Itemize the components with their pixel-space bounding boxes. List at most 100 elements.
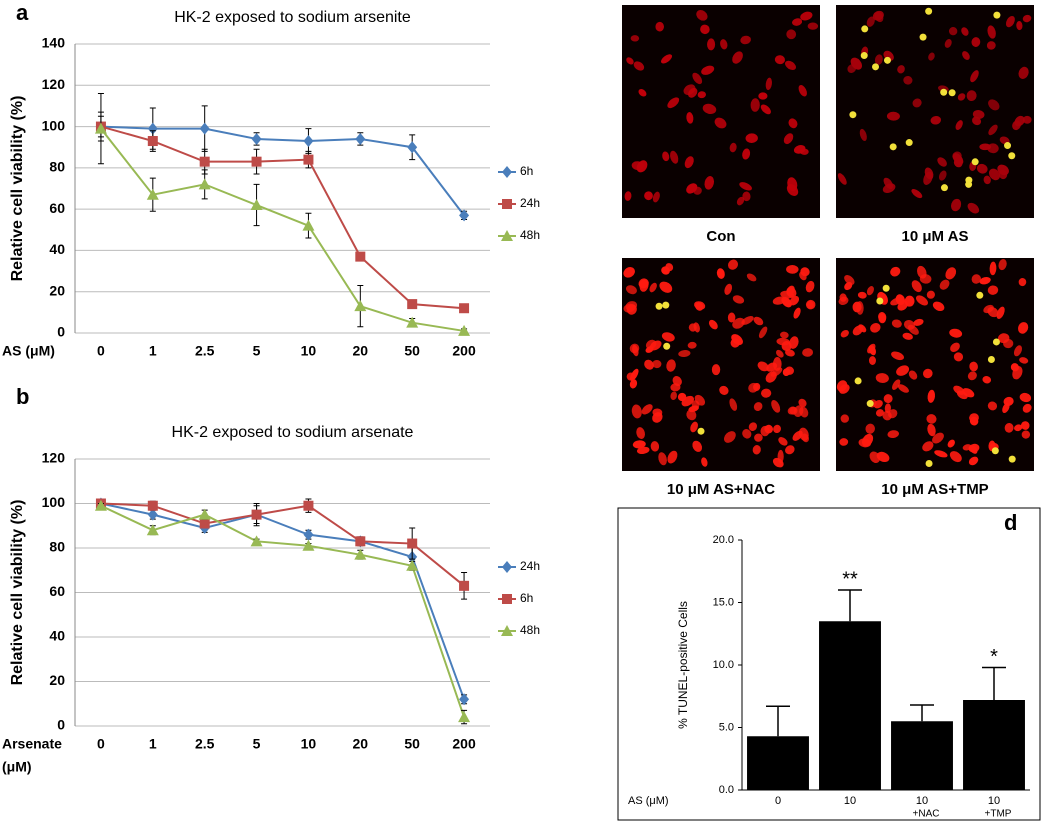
cell [661,54,673,64]
marker [355,536,366,547]
cell [770,367,783,377]
cell [732,317,745,329]
cell [903,319,915,330]
apoptotic-cell [940,184,948,192]
error-bar [910,704,934,722]
cell [888,409,898,419]
cell [644,359,654,370]
cell [1022,403,1032,413]
error-bar [838,589,862,622]
cell [650,441,660,452]
cell [692,440,703,452]
y-tick-label: 0.0 [719,784,734,796]
cell [694,301,706,310]
cell [774,55,786,65]
cell [729,142,737,153]
cell [970,70,979,83]
apoptotic-cell [655,302,663,310]
cell [945,267,957,280]
x-tick-label: 5 [253,736,261,752]
cell [764,424,774,434]
apoptotic-cell [991,447,999,455]
marker [459,209,470,222]
cell [903,75,913,85]
micrograph-caption: Con [706,228,735,245]
cell [911,189,923,199]
cell [772,357,782,371]
cell [988,99,1000,111]
cell [953,352,964,362]
cell [798,398,807,408]
cell [788,118,798,129]
x-axis-label: (μM) [2,759,32,775]
x-tick-label: 10 [844,795,856,807]
cell [716,268,725,279]
cell [937,157,947,167]
apoptotic-cell [925,459,933,467]
marker [502,594,512,604]
cell [630,35,640,42]
cell [913,318,924,326]
marker [303,500,314,511]
cell [785,349,795,357]
cell [752,445,761,455]
cell [939,279,950,290]
cell [1002,403,1010,414]
cell [786,265,799,274]
cell [902,332,913,340]
cell [986,41,996,50]
cell [799,148,809,155]
cell [944,39,952,48]
x-tick-label: 50 [404,343,420,359]
cell [839,384,850,394]
micrograph [622,5,820,218]
cell [665,263,674,272]
cell [967,371,977,381]
cell [865,423,875,434]
x-tick-label: 50 [404,736,420,752]
cell [1022,115,1032,124]
cell [686,112,694,124]
cell [732,51,743,64]
cell [626,57,634,65]
marker [407,538,418,549]
cell [776,337,790,346]
cell [950,342,960,352]
cell [969,413,979,423]
cell [802,348,814,357]
cell [638,89,647,97]
marker [407,141,418,154]
cell [969,361,978,372]
cell [927,389,936,403]
y-tick-label: 100 [42,117,66,133]
y-axis-label: Relative cell viability (%) [9,96,26,282]
marker [502,199,512,209]
x-tick-label: 10 [988,795,1000,807]
cell [972,110,985,119]
cell [998,169,1008,180]
cell [998,258,1007,271]
apoptotic-cell [883,56,891,64]
cell [997,333,1010,344]
cell [887,430,900,439]
cell [746,273,757,282]
cell [778,437,788,446]
legend-label: 48h [520,623,540,637]
marker [459,303,470,314]
cell [708,319,718,330]
cell [866,286,874,296]
x-tick-label: 10 [301,343,317,359]
cell [857,291,867,299]
marker [458,711,471,723]
x-tick-label: 0 [775,795,781,807]
cell [969,445,978,454]
y-axis-label: % TUNEL-positive Cells [676,601,690,729]
cell [786,29,797,40]
cell [805,299,816,310]
cell [690,421,699,433]
marker [501,230,513,241]
cell [793,307,801,319]
cell [786,287,797,298]
cell [800,267,810,277]
marker [407,299,418,310]
